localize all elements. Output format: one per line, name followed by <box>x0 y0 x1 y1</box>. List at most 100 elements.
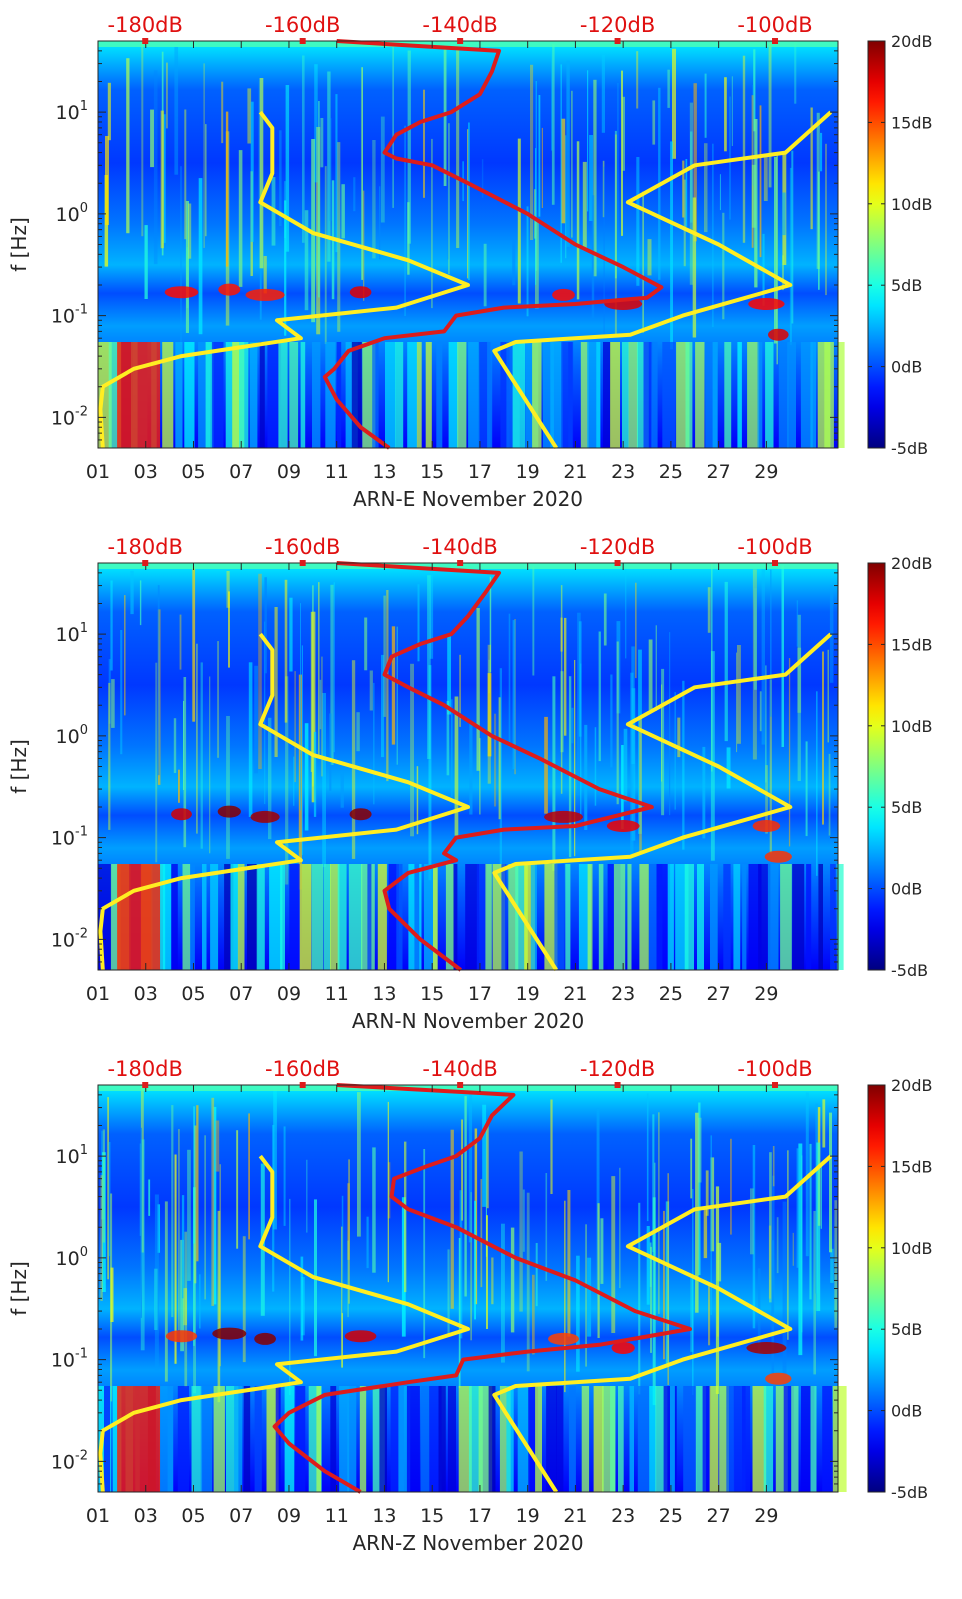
colorbar-tick-label: 5dB <box>891 1320 922 1339</box>
y-tick-label: 101 <box>56 1143 88 1168</box>
x-tick-label: 03 <box>134 983 158 1005</box>
x-axis-title: ARN-Z November 2020 <box>352 1531 583 1555</box>
x-tick-label: 01 <box>86 983 110 1005</box>
y-tick-label: 10-1 <box>51 303 88 328</box>
x-tick-label: 09 <box>277 1505 301 1527</box>
colorbar-tick-label: 15dB <box>891 113 933 132</box>
colorbar-tick-label: 5dB <box>891 276 922 295</box>
top-axis-label: -180dB <box>108 535 183 559</box>
y-axis-title: f [Hz] <box>7 217 31 272</box>
y-tick-label: 10-1 <box>51 825 88 850</box>
spectrogram-texture <box>98 1085 847 1492</box>
x-tick-label: 05 <box>181 1505 205 1527</box>
x-tick-label: 19 <box>516 461 540 483</box>
x-tick-label: 13 <box>372 1505 396 1527</box>
y-tick-label: 100 <box>56 723 88 748</box>
spectrogram-panel-arn-n: 01 03 05 07 09 11 13 15 17 19 21 23 25 27 29 10-2 10-1 10… <box>7 535 933 1033</box>
x-tick-label: 09 <box>277 461 301 483</box>
spectrogram-texture <box>98 563 844 970</box>
x-tick-label: 17 <box>468 1505 492 1527</box>
x-tick-label: 25 <box>659 983 683 1005</box>
colorbar: 20dB 15dB 10dB 5dB 0dB -5dB <box>867 554 933 980</box>
x-tick-label: 27 <box>707 461 731 483</box>
top-axis-label: -100dB <box>737 1057 812 1081</box>
x-tick-label: 23 <box>611 1505 635 1527</box>
yellow-curve-1 <box>98 632 470 971</box>
colorbar: 20dB 15dB 10dB 5dB 0dB -5dB <box>867 1076 933 1502</box>
x-tick-label: 25 <box>659 1505 683 1527</box>
x-tick-label: 01 <box>86 1505 110 1527</box>
x-tick-label: 03 <box>134 461 158 483</box>
x-tick-label: 13 <box>372 461 396 483</box>
x-axis-title: ARN-N November 2020 <box>352 1009 584 1033</box>
top-axis-label: -140dB <box>422 535 497 559</box>
x-tick-label: 21 <box>563 461 587 483</box>
x-tick-label: 15 <box>420 461 444 483</box>
x-tick-label: 11 <box>325 983 349 1005</box>
y-tick-label: 10-2 <box>51 404 88 429</box>
noise-curves <box>98 39 833 450</box>
x-tick-label: 07 <box>229 983 253 1005</box>
x-tick-label: 17 <box>468 461 492 483</box>
colorbar-tick-label: 10dB <box>891 1239 933 1258</box>
colorbar-tick-label: 20dB <box>891 32 933 51</box>
colorbar-tick-label: 5dB <box>891 798 922 817</box>
x-tick-label: 05 <box>181 983 205 1005</box>
x-tick-label: 19 <box>516 983 540 1005</box>
top-axis-label: -180dB <box>108 1057 183 1081</box>
x-tick-label: 23 <box>611 461 635 483</box>
x-tick-label: 29 <box>754 461 778 483</box>
yellow-curve-1 <box>98 110 470 449</box>
red-curve <box>322 39 664 450</box>
y-tick-label: 10-2 <box>51 1448 88 1473</box>
x-tick-label: 27 <box>707 983 731 1005</box>
top-axis-label: -120dB <box>580 535 655 559</box>
colorbar-tick-label: 10dB <box>891 195 933 214</box>
x-tick-label: 25 <box>659 461 683 483</box>
colorbar-tick-label: 15dB <box>891 635 933 654</box>
top-axis-label: -120dB <box>580 13 655 37</box>
x-tick-label: 09 <box>277 983 301 1005</box>
x-tick-label: 17 <box>468 983 492 1005</box>
x-tick-label: 21 <box>563 1505 587 1527</box>
x-tick-label: 21 <box>563 983 587 1005</box>
x-tick-label: 01 <box>86 461 110 483</box>
x-tick-label: 13 <box>372 983 396 1005</box>
x-tick-label: 23 <box>611 983 635 1005</box>
colorbar-tick-label: 20dB <box>891 554 933 573</box>
colorbar-tick-label: 20dB <box>891 1076 933 1095</box>
x-axis-title: ARN-E November 2020 <box>353 487 583 511</box>
top-axis-label: -140dB <box>422 1057 497 1081</box>
colorbar-tick-label: 10dB <box>891 717 933 736</box>
x-tick-label: 07 <box>229 461 253 483</box>
colorbar-tick-label: -5dB <box>891 439 928 458</box>
top-axis-label: -160dB <box>265 1057 340 1081</box>
x-tick-label: 29 <box>754 983 778 1005</box>
colorbar-tick-label: -5dB <box>891 961 928 980</box>
x-tick-label: 07 <box>229 1505 253 1527</box>
x-tick-label: 19 <box>516 1505 540 1527</box>
red-curve <box>336 561 654 972</box>
noise-curves <box>98 561 833 972</box>
colorbar-tick-label: 0dB <box>891 1402 922 1421</box>
yellow-curve-1 <box>98 1154 470 1493</box>
spectrogram-panel-arn-z: 01 03 05 07 09 11 13 15 17 19 21 23 25 27 29 10-2 10-1 10… <box>7 1057 933 1555</box>
top-axis-label: -100dB <box>737 535 812 559</box>
spectrogram-panel-arn-e: 01 03 05 07 09 11 13 15 17 19 21 23 25 27 29 10-2 10-1 10… <box>7 13 933 511</box>
noise-curves <box>98 1083 833 1494</box>
colorbar-tick-label: -5dB <box>891 1483 928 1502</box>
colorbar-tick-label: 0dB <box>891 880 922 899</box>
y-tick-label: 101 <box>56 99 88 124</box>
x-tick-label: 11 <box>325 461 349 483</box>
yellow-curve-2 <box>492 1154 833 1494</box>
spectrogram-texture <box>98 41 845 448</box>
top-axis-label: -160dB <box>265 13 340 37</box>
colorbar-tick-label: 15dB <box>891 1157 933 1176</box>
x-tick-label: 15 <box>420 983 444 1005</box>
yellow-curve-2 <box>492 110 833 450</box>
colorbar: 20dB 15dB 10dB 5dB 0dB -5dB <box>867 32 933 458</box>
x-tick-label: 03 <box>134 1505 158 1527</box>
red-curve <box>272 1083 692 1494</box>
y-tick-label: 100 <box>56 1245 88 1270</box>
